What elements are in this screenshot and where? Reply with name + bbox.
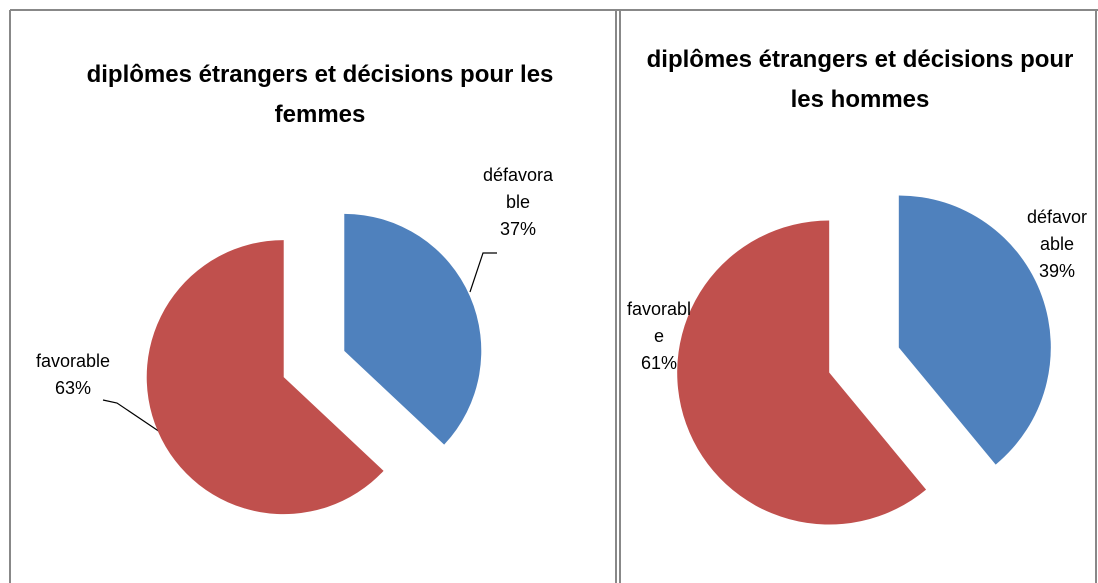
slice-value-label: 63% bbox=[54, 378, 92, 398]
pie-slice bbox=[898, 195, 1051, 465]
slice-value-label: 61% bbox=[640, 353, 678, 373]
pie-slice bbox=[146, 240, 384, 515]
slice-label: défavorable 39% bbox=[1024, 204, 1090, 285]
slice-value-label: 39% bbox=[1038, 261, 1076, 281]
slice-label: défavorable 37% bbox=[478, 162, 558, 243]
slice-category: défavorable bbox=[1026, 207, 1088, 254]
slice-label: favorable 61% bbox=[626, 296, 692, 377]
slice-category: défavorable bbox=[482, 165, 554, 212]
pie-slice bbox=[677, 220, 927, 525]
chart-title: diplômes étrangers et décisions pour les… bbox=[86, 61, 554, 128]
slice-value-label: 37% bbox=[499, 219, 537, 239]
slice-category: favorable bbox=[626, 299, 692, 346]
slice-label: favorable 63% bbox=[18, 348, 128, 402]
slice-category: favorable bbox=[35, 351, 111, 371]
chart-title: diplômes étrangers et décisions pour les… bbox=[646, 46, 1074, 113]
pie-slice bbox=[344, 213, 482, 445]
